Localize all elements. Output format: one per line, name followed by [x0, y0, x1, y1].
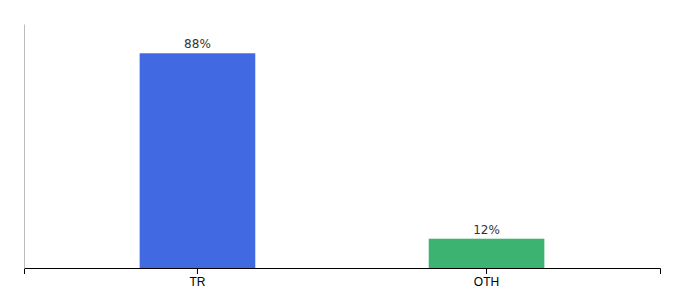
x-axis-line — [25, 269, 661, 275]
data-label: 12% — [473, 223, 500, 237]
bar — [140, 53, 256, 268]
x-axis: TR OTH — [25, 268, 661, 289]
bar — [429, 239, 545, 268]
x-tick-label: OTH — [474, 275, 499, 289]
y-axis-line — [24, 25, 25, 269]
x-tick: TR — [189, 268, 205, 289]
data-labels: 88% 12% — [184, 37, 500, 236]
x-tick-label: TR — [189, 275, 205, 289]
y-axis — [24, 25, 25, 269]
data-label: 88% — [184, 37, 211, 51]
chart: 88% 12% TR OTH — [0, 0, 680, 300]
bars — [140, 53, 545, 268]
x-tick-mark — [197, 268, 198, 274]
plot: 88% 12% TR OTH — [25, 25, 661, 289]
x-tick: OTH — [474, 268, 499, 289]
x-tick-mark — [486, 268, 487, 274]
